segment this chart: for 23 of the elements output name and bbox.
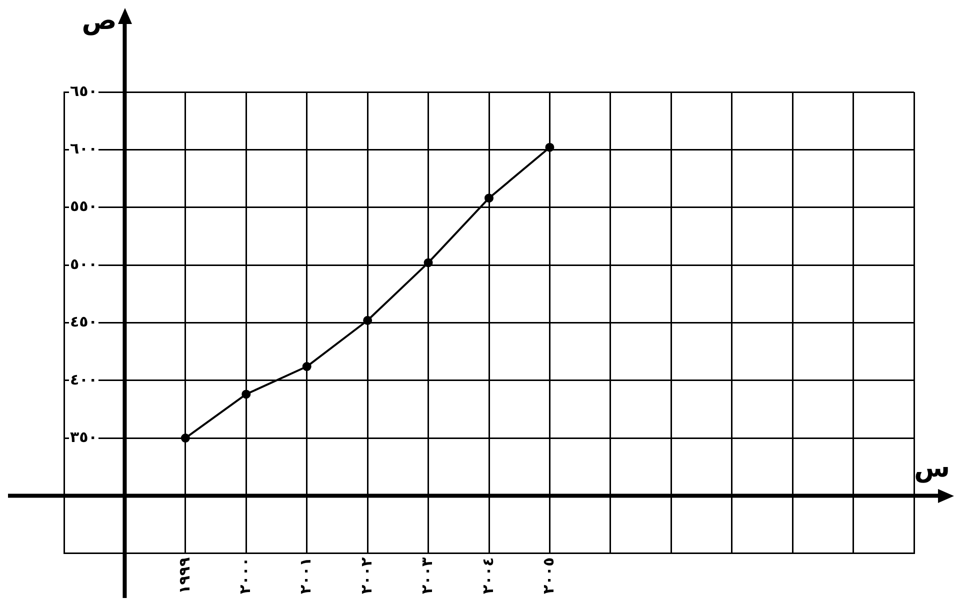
x-tick-label: ٢٠٠٤ (478, 557, 497, 594)
x-tick-label: ٢٠٠٠ (236, 557, 254, 594)
y-tick-label: ٦٠٠ (70, 140, 98, 158)
point (302, 362, 312, 372)
point (424, 258, 433, 268)
y-tick-label: ٤٠٠ (70, 370, 98, 388)
point (545, 142, 554, 152)
y-tick-label: ٦٥٠ (70, 82, 98, 100)
x-tick-label: ١٩٩٩ (175, 557, 194, 594)
x-tick-label: ٢٠٠٢ (357, 557, 376, 594)
y-tick-label: ٥٥٠ (70, 197, 98, 216)
point (180, 434, 190, 443)
y-axis-title: ص (82, 6, 117, 36)
x-axis-title: س (914, 453, 950, 484)
point (242, 390, 251, 399)
y-tick-label: ٥٠٠ (70, 254, 98, 273)
y-tick-label: ٣٥٠ (70, 428, 98, 446)
x-tick-label: ٢٠٠٥ (540, 557, 558, 594)
x-tick-label: ٢٠٠١ (296, 557, 315, 594)
point (484, 194, 494, 203)
point (363, 316, 372, 325)
x-tick-label: ٢٠٠٣ (418, 557, 436, 594)
y-tick-label: ٤٥٠ (70, 312, 98, 331)
